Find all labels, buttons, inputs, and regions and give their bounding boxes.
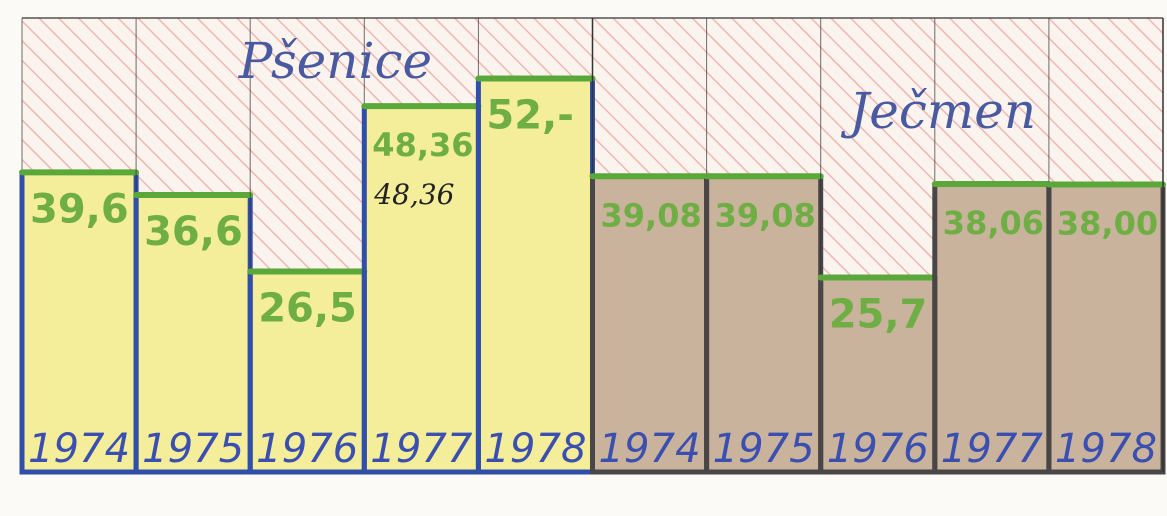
value-label-0-1: 36,6 — [144, 209, 243, 255]
value-label-0-2: 26,5 — [258, 285, 357, 331]
group-label-1: Ječmen — [840, 82, 1036, 140]
group-label-0: Pšenice — [238, 32, 432, 90]
bar-1-4 — [1048, 184, 1163, 472]
year-label-1-1: 1975 — [713, 426, 815, 472]
bar-0-2 — [250, 271, 365, 472]
value-label-1-1: 39,08 — [715, 196, 816, 234]
year-label-0-3: 1977 — [370, 426, 473, 472]
year-label-1-2: 1976 — [827, 426, 929, 472]
year-label-1-4: 1978 — [1055, 426, 1157, 472]
bar-0-3 — [364, 106, 479, 473]
value-label-1-2: 25,7 — [829, 292, 928, 338]
bar-1-2 — [820, 277, 935, 472]
year-label-0-0: 1974 — [28, 426, 130, 472]
value-label-0-3: 48,36 — [372, 126, 473, 164]
value-label-0-0: 39,6 — [30, 186, 129, 232]
year-label-1-0: 1974 — [599, 426, 701, 472]
extra-value-label-0-3: 48,36 — [373, 178, 454, 211]
bar-0-0 — [22, 172, 137, 473]
year-label-1-3: 1977 — [941, 426, 1044, 472]
value-label-1-0: 39,08 — [601, 196, 702, 234]
value-label-1-3: 38,06 — [943, 204, 1044, 242]
bar-1-0 — [592, 176, 707, 472]
bar-0-4 — [478, 78, 593, 473]
year-label-0-1: 1975 — [142, 426, 244, 472]
value-label-1-4: 38,00 — [1057, 204, 1158, 242]
bar-1-3 — [934, 184, 1049, 472]
bar-0-1 — [136, 195, 251, 472]
year-label-0-2: 1976 — [256, 426, 358, 472]
value-label-0-4: 52,- — [486, 93, 573, 139]
bar-1-1 — [706, 176, 821, 472]
year-label-0-4: 1978 — [484, 426, 586, 472]
